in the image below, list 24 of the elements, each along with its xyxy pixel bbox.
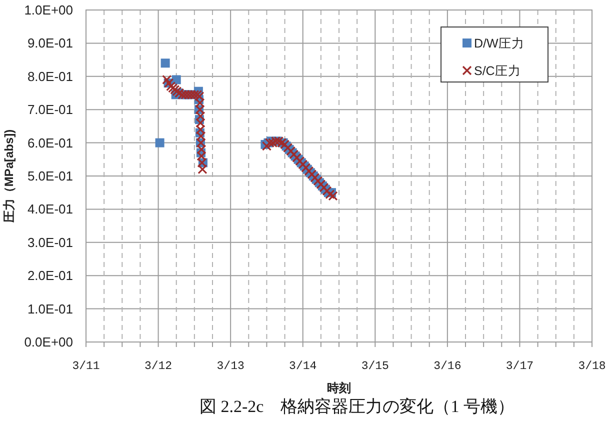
y-tick-label: 9.0E-01	[27, 36, 73, 51]
x-axis-title: 時刻	[327, 381, 351, 395]
x-tick-label: 3/11	[72, 360, 100, 373]
y-axis-title: 圧力（MPa[abs])	[2, 129, 16, 224]
y-tick-label: 5.0E-01	[27, 168, 73, 184]
y-tick-label: 0.0E+00	[24, 334, 73, 350]
y-tick-label: 2.0E-01	[27, 268, 73, 284]
text: 図 2.2-2c 格納容器圧力の変化（1 号機）	[200, 397, 514, 416]
legend-label: D/W圧力	[474, 36, 524, 50]
y-tick-label: 7.0E-01	[27, 102, 73, 118]
y-tick-label: 3.0E-01	[27, 234, 73, 250]
x-tick-label: 3/18	[578, 360, 606, 373]
x-tick-label: 3/16	[434, 360, 462, 373]
y-tick-label: 8.0E-01	[27, 68, 73, 84]
x-tick-label: 3/13	[216, 360, 244, 373]
y-tick-label: 1.0E-01	[27, 301, 73, 316]
y-tick-label: 4.0E-01	[27, 202, 73, 217]
x-tick-label: 3/15	[361, 360, 390, 373]
x-tick-label: 3/12	[144, 360, 172, 373]
y-tick-label: 6.0E-01	[27, 135, 73, 150]
x-tick-label: 3/17	[506, 360, 534, 373]
legend-label: S/C圧力	[474, 64, 521, 78]
y-tick-label: 1.0E+00	[24, 2, 73, 18]
x-tick-label: 3/14	[289, 360, 317, 373]
